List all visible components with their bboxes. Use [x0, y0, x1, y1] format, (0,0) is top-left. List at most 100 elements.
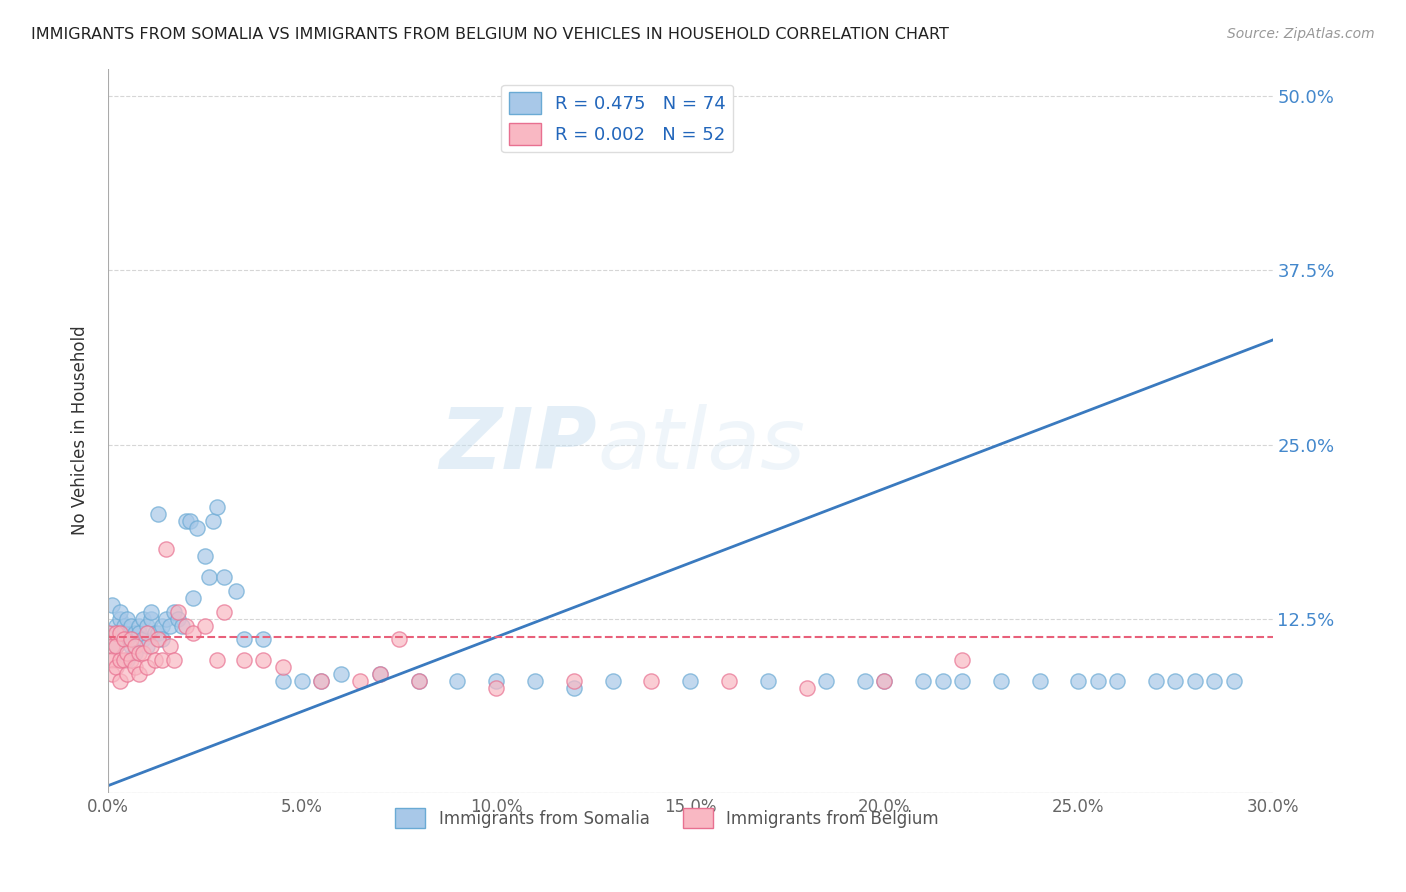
Point	[150, 618, 173, 632]
Point	[139, 605, 162, 619]
Point	[124, 625, 146, 640]
Point	[1164, 674, 1187, 689]
Point	[148, 625, 170, 640]
Point	[183, 625, 205, 640]
Point	[485, 674, 508, 689]
Point	[718, 674, 741, 689]
Point	[1067, 674, 1090, 689]
Point	[252, 653, 274, 667]
Point	[446, 674, 468, 689]
Point	[873, 674, 896, 689]
Y-axis label: No Vehicles in Household: No Vehicles in Household	[72, 326, 89, 535]
Point	[1028, 674, 1050, 689]
Point	[214, 570, 236, 584]
Point	[108, 605, 131, 619]
Point	[931, 674, 953, 689]
Point	[163, 605, 186, 619]
Point	[1087, 674, 1109, 689]
Point	[139, 640, 162, 654]
Point	[311, 674, 333, 689]
Point	[640, 674, 662, 689]
Point	[112, 618, 135, 632]
Point	[128, 618, 150, 632]
Point	[97, 625, 120, 640]
Point	[124, 660, 146, 674]
Point	[104, 625, 127, 640]
Point	[104, 618, 127, 632]
Point	[756, 674, 779, 689]
Point	[117, 632, 139, 647]
Point	[120, 618, 142, 632]
Point	[408, 674, 430, 689]
Point	[117, 653, 139, 667]
Legend: Immigrants from Somalia, Immigrants from Belgium: Immigrants from Somalia, Immigrants from…	[388, 801, 945, 835]
Point	[201, 514, 224, 528]
Point	[186, 521, 208, 535]
Point	[148, 507, 170, 521]
Point	[271, 660, 294, 674]
Point	[174, 618, 197, 632]
Point	[117, 611, 139, 625]
Point	[815, 674, 838, 689]
Point	[135, 618, 157, 632]
Point	[232, 653, 254, 667]
Point	[170, 618, 193, 632]
Point	[950, 674, 973, 689]
Point	[132, 632, 155, 647]
Point	[524, 674, 547, 689]
Point	[179, 514, 201, 528]
Point	[120, 640, 142, 654]
Point	[124, 647, 146, 661]
Point	[602, 674, 624, 689]
Point	[117, 667, 139, 681]
Point	[950, 653, 973, 667]
Point	[135, 660, 157, 674]
Point	[1107, 674, 1129, 689]
Point	[135, 640, 157, 654]
Point	[329, 667, 352, 681]
Text: IMMIGRANTS FROM SOMALIA VS IMMIGRANTS FROM BELGIUM NO VEHICLES IN HOUSEHOLD CORR: IMMIGRANTS FROM SOMALIA VS IMMIGRANTS FR…	[31, 27, 949, 42]
Point	[1184, 674, 1206, 689]
Point	[108, 611, 131, 625]
Point	[143, 653, 166, 667]
Point	[97, 653, 120, 667]
Point	[562, 681, 585, 696]
Point	[1204, 674, 1226, 689]
Point	[101, 598, 124, 612]
Point	[205, 653, 228, 667]
Point	[796, 681, 818, 696]
Point	[101, 653, 124, 667]
Point	[104, 660, 127, 674]
Point	[101, 625, 124, 640]
Text: Source: ZipAtlas.com: Source: ZipAtlas.com	[1227, 27, 1375, 41]
Point	[1144, 674, 1167, 689]
Point	[139, 611, 162, 625]
Point	[368, 667, 391, 681]
Point	[562, 674, 585, 689]
Point	[167, 611, 190, 625]
Point	[101, 667, 124, 681]
Point	[108, 653, 131, 667]
Point	[117, 647, 139, 661]
Point	[912, 674, 935, 689]
Point	[104, 640, 127, 654]
Point	[368, 667, 391, 681]
Point	[205, 500, 228, 515]
Point	[150, 632, 173, 647]
Point	[112, 632, 135, 647]
Point	[990, 674, 1012, 689]
Point	[163, 653, 186, 667]
Point	[198, 570, 221, 584]
Point	[159, 618, 181, 632]
Point	[183, 591, 205, 605]
Point	[124, 640, 146, 654]
Point	[194, 618, 217, 632]
Point	[252, 632, 274, 647]
Point	[108, 625, 131, 640]
Point	[349, 674, 371, 689]
Point	[108, 674, 131, 689]
Point	[214, 605, 236, 619]
Point	[225, 583, 247, 598]
Point	[120, 632, 142, 647]
Point	[311, 674, 333, 689]
